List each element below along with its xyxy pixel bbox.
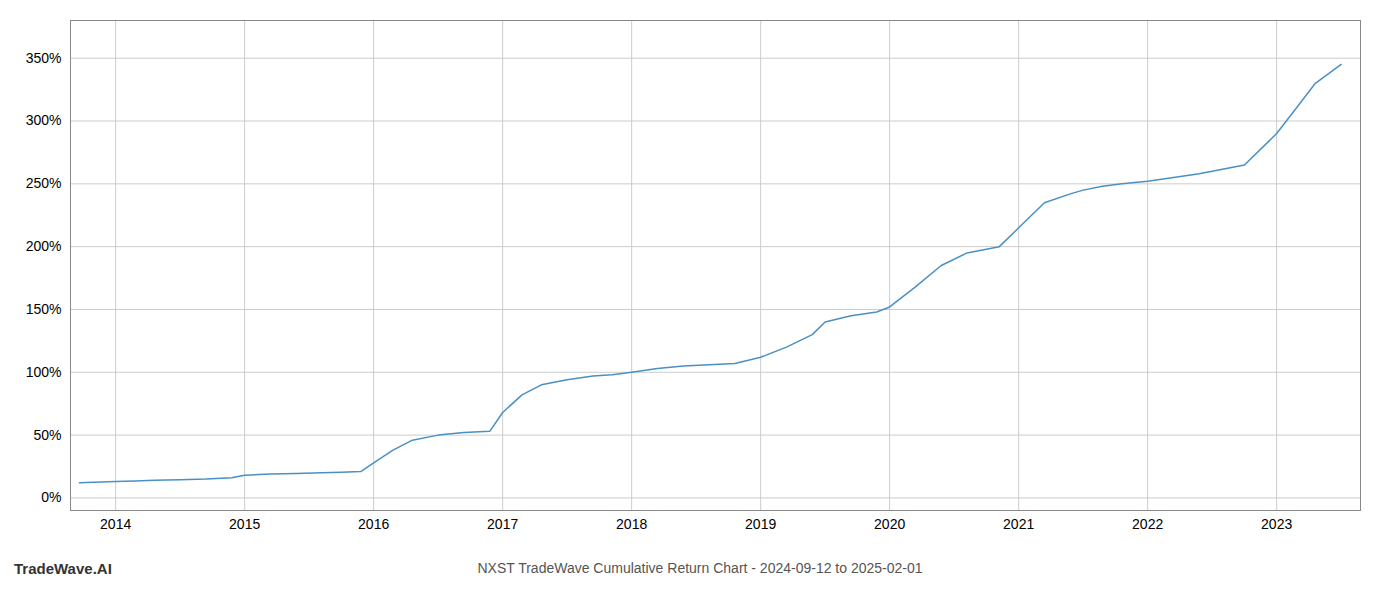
svg-text:2016: 2016 [358, 516, 389, 532]
svg-text:250%: 250% [26, 175, 62, 191]
svg-text:350%: 350% [26, 50, 62, 66]
svg-text:2021: 2021 [1003, 516, 1034, 532]
svg-text:2019: 2019 [745, 516, 776, 532]
svg-text:0%: 0% [41, 489, 61, 505]
svg-text:300%: 300% [26, 112, 62, 128]
svg-text:2017: 2017 [487, 516, 518, 532]
svg-text:100%: 100% [26, 364, 62, 380]
html-text:NXST TradeWave Cumulative Retu: NXST TradeWave Cumulative Return Chart -… [477, 560, 923, 576]
svg-text:150%: 150% [26, 301, 62, 317]
svg-text:2020: 2020 [874, 516, 905, 532]
svg-text:2015: 2015 [229, 516, 260, 532]
svg-text:2022: 2022 [1132, 516, 1163, 532]
svg-text:200%: 200% [26, 238, 62, 254]
svg-text:2018: 2018 [616, 516, 647, 532]
svg-text:2014: 2014 [100, 516, 131, 532]
svg-text:50%: 50% [33, 427, 61, 443]
svg-text:2023: 2023 [1261, 516, 1292, 532]
html-text:TradeWave.AI: TradeWave.AI [14, 560, 112, 577]
